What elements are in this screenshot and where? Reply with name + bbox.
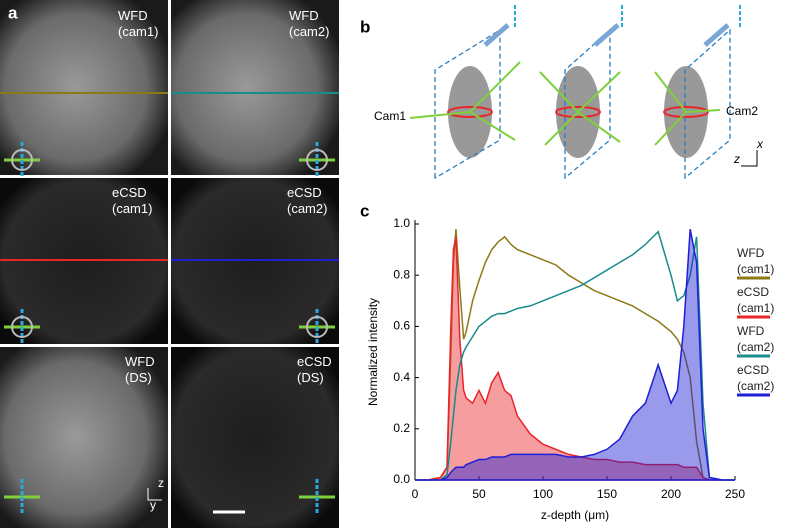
axis-glyph: y [150,498,156,512]
y-tick-label: 0.2 [393,421,410,435]
legend-label: eCSD (cam1) [737,285,775,315]
axis-glyph: z [733,152,740,166]
image [171,0,339,175]
axis-glyph: x [756,137,764,151]
diagram [409,5,758,180]
y-tick-label: 0.6 [393,319,410,333]
y-axis-label: Normalized intensity [366,298,380,406]
x-tick-label: 0 [412,487,419,501]
cam-label: Cam2 [726,104,758,118]
panel-label: c [360,201,369,220]
image [0,0,168,175]
x-tick-label: 50 [472,487,486,501]
x-tick-label: 100 [533,487,553,501]
orientation-icons [4,142,335,515]
legend-label: WFD (cam2) [737,324,775,354]
area [415,236,735,481]
y-tick-label: 0.8 [393,267,410,281]
y-tick-label: 1.0 [393,216,410,230]
x-tick-label: 250 [725,487,745,501]
image-label: eCSD (DS) [297,354,332,385]
panel-label: a [8,3,18,22]
x-tick-label: 200 [661,487,681,501]
image-label: eCSD (cam1) [112,185,153,216]
cam-label: Cam1 [374,109,406,123]
y-tick-label: 0.0 [393,472,410,486]
panel-label: b [360,17,370,36]
area [415,228,735,481]
axis-glyph: z [158,476,164,490]
x-axis-label: z-depth (μm) [541,508,609,522]
plot: 0.0 0.2 0.4 0.6 0.8 1.0 0 50 100 150 200 250 [393,216,745,501]
line [415,230,735,481]
image-label: WFD (DS) [125,354,155,385]
image-label: WFD (cam1) [118,8,159,39]
legend-label: WFD (cam1) [737,246,775,276]
y-tick-label: 0.4 [393,370,410,384]
x-tick-label: 150 [597,487,617,501]
image-label: eCSD (cam2) [287,185,328,216]
image-label: WFD (cam2) [289,8,330,39]
legend-label: eCSD (cam2) [737,363,775,393]
